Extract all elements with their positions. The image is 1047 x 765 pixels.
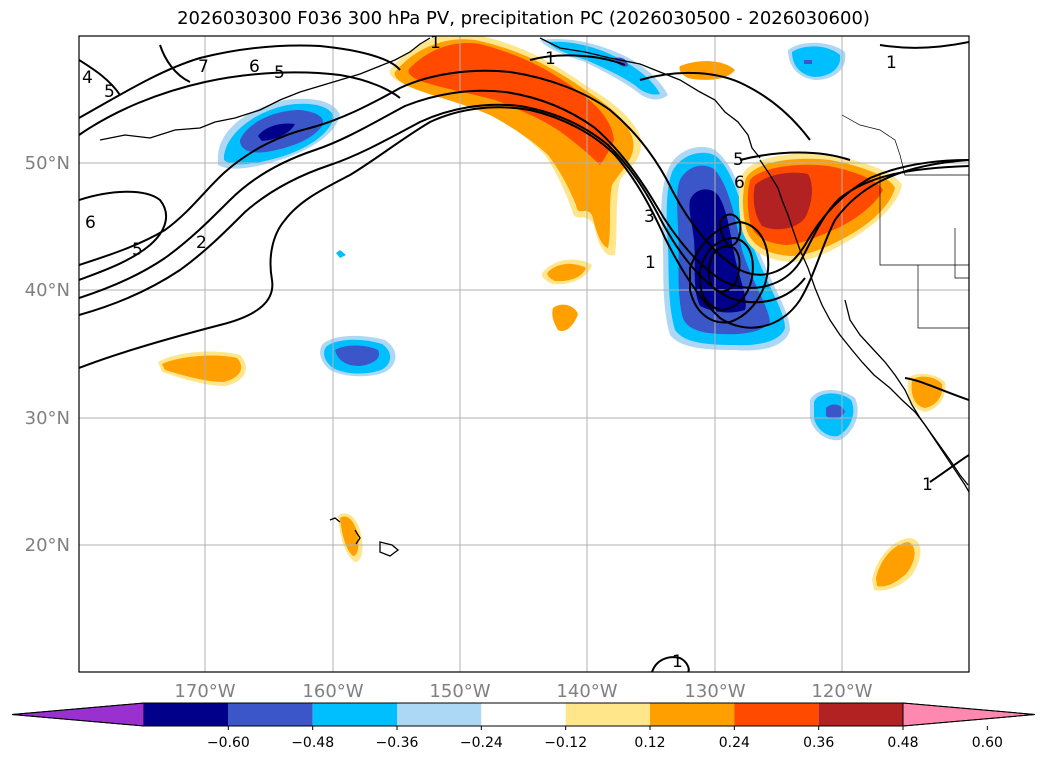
map-title: 2026030300 F036 300 hPa PV, precipitatio… — [177, 8, 870, 29]
positive-anomaly-pacific-northwest — [739, 153, 946, 591]
colorbar-tick-label: 0.24 — [719, 735, 750, 751]
svg-text:5: 5 — [274, 63, 285, 83]
colorbar-tick-label: −0.12 — [544, 735, 587, 751]
svg-text:5: 5 — [733, 150, 744, 170]
svg-text:2: 2 — [196, 233, 207, 253]
colorbar-extend-min — [11, 702, 145, 727]
lat-label-40n: 40°N — [25, 280, 70, 301]
colorbar-segment — [312, 703, 397, 726]
contour-labels: 7 6 5 4 5 6 5 2 3 1 5 6 1 1 1 1 1 — [82, 33, 933, 672]
colorbar-tick-label: −0.36 — [376, 735, 419, 751]
colorbar-segment — [481, 703, 566, 726]
svg-text:7: 7 — [198, 57, 209, 77]
map-content: 7 6 5 4 5 6 5 2 3 1 5 6 1 1 1 1 1 — [79, 33, 969, 672]
colorbar-tick-label: −0.48 — [291, 735, 334, 751]
svg-text:1: 1 — [430, 33, 441, 53]
colorbar-tick-label: 0.12 — [634, 735, 665, 751]
colorbar-tick-label: −0.24 — [460, 735, 503, 751]
colorbar-segment — [144, 703, 229, 726]
colorbar-segment — [397, 703, 482, 726]
svg-text:5: 5 — [104, 82, 115, 102]
colorbar-segment — [650, 703, 735, 726]
lat-label-50n: 50°N — [25, 153, 70, 174]
borders — [841, 114, 969, 329]
colorbar-tick-label: 0.60 — [972, 735, 1003, 751]
colorbar-segment — [818, 703, 903, 726]
colorbar-extend-max — [902, 702, 1036, 727]
svg-text:6: 6 — [734, 173, 745, 193]
positive-anomaly-subtropical — [158, 351, 363, 562]
map-border — [78, 35, 970, 673]
lat-label-30n: 30°N — [25, 408, 70, 429]
gridlines — [79, 36, 969, 672]
lat-label-20n: 20°N — [25, 535, 70, 556]
lon-label-170w: 170°W — [174, 681, 235, 702]
colorbar: −0.60 −0.48 −0.36 −0.24 −0.12 0.12 0.24 0.36 0.4… — [11, 702, 1036, 751]
colorbar-segment — [565, 703, 650, 726]
longitude-labels: 170°W 160°W 150°W 140°W 130°W 120°W — [174, 681, 872, 702]
svg-text:1: 1 — [645, 253, 656, 273]
lon-label-130w: 130°W — [684, 681, 745, 702]
svg-text:1: 1 — [922, 475, 933, 495]
negative-anomaly-north-pacific — [218, 42, 846, 258]
coastlines — [99, 37, 969, 557]
svg-text:4: 4 — [82, 68, 93, 88]
lon-label-150w: 150°W — [429, 681, 490, 702]
colorbar-tick-label: 0.36 — [803, 735, 834, 751]
colorbar-tick-label: −0.60 — [207, 735, 250, 751]
lon-label-140w: 140°W — [556, 681, 617, 702]
lon-label-120w: 120°W — [811, 681, 872, 702]
svg-text:1: 1 — [545, 49, 556, 69]
pv-contours — [79, 41, 969, 672]
svg-text:3: 3 — [644, 207, 655, 227]
svg-text:1: 1 — [672, 652, 683, 672]
svg-text:1: 1 — [886, 53, 897, 73]
svg-text:6: 6 — [85, 213, 96, 233]
svg-text:5: 5 — [132, 240, 143, 260]
colorbar-segment — [734, 703, 819, 726]
latitude-labels: 20°N 30°N 40°N 50°N — [25, 153, 70, 556]
colorbar-segment — [228, 703, 313, 726]
colorbar-tick-label: 0.48 — [887, 735, 918, 751]
svg-text:6: 6 — [249, 57, 260, 77]
lon-label-160w: 160°W — [302, 681, 363, 702]
colorbar-frame — [11, 702, 1036, 727]
